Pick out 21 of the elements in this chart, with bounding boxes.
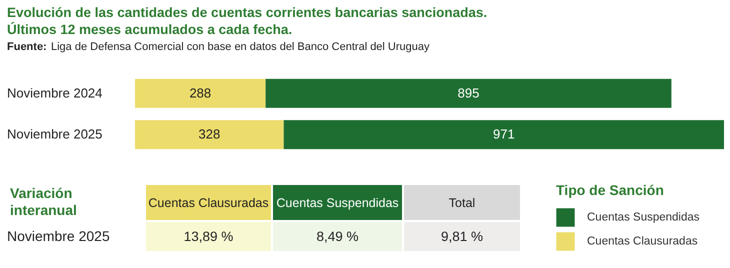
data-label: 328 bbox=[198, 126, 220, 142]
data-label: 288 bbox=[189, 85, 212, 100]
chart-subtitle: Fuente: Liga de Defensa Comercial con base en datos del Banco Central del Uruguay bbox=[7, 41, 430, 53]
legend-title: Tipo de Sanción bbox=[556, 182, 664, 198]
bar bbox=[135, 78, 266, 108]
text: Variación interanual bbox=[10, 185, 77, 218]
data-label: 971 bbox=[493, 126, 515, 142]
chart-title: Evolución de las cantidades de cuentas corrientes bancarias sancionadas. Últimos 12 meses acumulados a cada fecha. bbox=[7, 5, 488, 37]
text: 8,49 % bbox=[316, 229, 359, 244]
bar bbox=[284, 120, 724, 150]
data-label: 895 bbox=[458, 85, 480, 100]
text: 13,89 % bbox=[184, 229, 234, 244]
legend-label: Cuentas Clausuradas bbox=[587, 236, 698, 248]
bar bbox=[135, 120, 284, 150]
legend-label: Cuentas Suspendidas bbox=[587, 212, 700, 224]
bar bbox=[266, 78, 672, 108]
text: Cuentas Clausuradas bbox=[148, 196, 269, 210]
y-tick-label: Noviembre 2024 bbox=[7, 85, 102, 100]
text: Total bbox=[448, 196, 476, 210]
text: 9,81 % bbox=[440, 229, 484, 244]
text: Cuentas Suspendidas bbox=[276, 196, 399, 210]
